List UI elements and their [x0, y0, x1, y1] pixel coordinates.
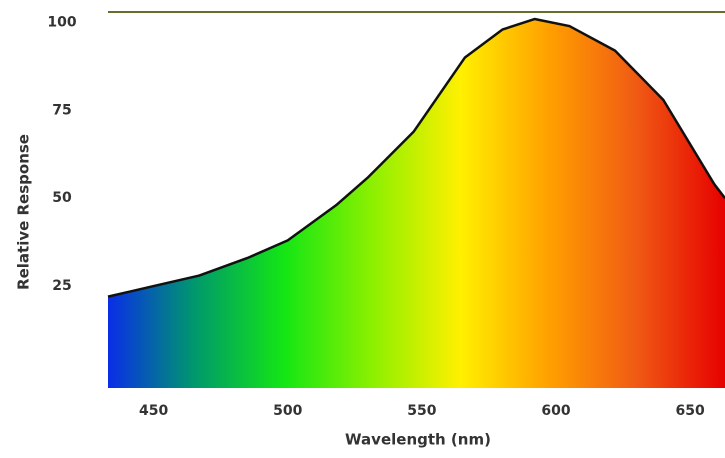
y-tick-label: 50 [52, 190, 72, 206]
x-tick-label: 550 [407, 403, 436, 419]
line [107, 17, 725, 298]
area [108, 19, 725, 388]
x-tick-label: 500 [273, 403, 302, 419]
y-tick-label: 100 [47, 15, 76, 31]
x-tick-label: 600 [541, 403, 570, 419]
y-tick-label: 25 [52, 278, 71, 294]
x-tick-label: 450 [139, 403, 168, 419]
x-axis-label: Wavelength (nm) [345, 431, 491, 449]
x-tick-label: 650 [676, 403, 705, 419]
y-tick-label: 75 [52, 102, 71, 118]
y-axis-label: Relative Response [15, 134, 33, 290]
